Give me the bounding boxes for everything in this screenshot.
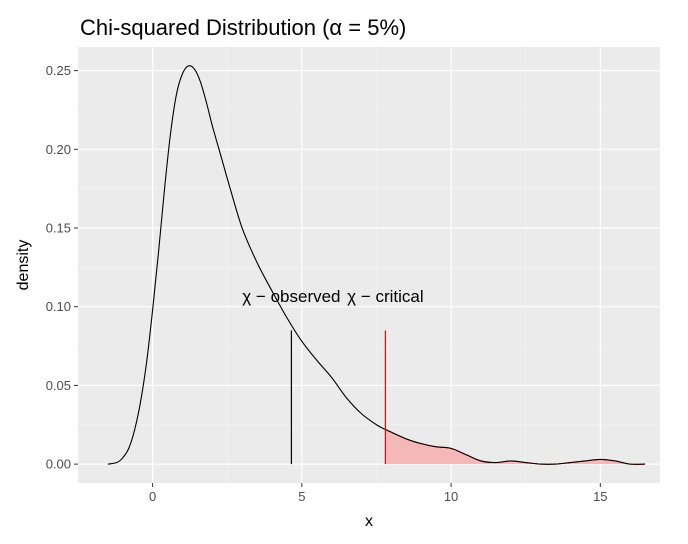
chart-title: Chi-squared Distribution (α = 5%) — [80, 15, 406, 40]
plot-panel — [78, 47, 660, 483]
y-axis-ticks: 0.00 0.05 0.10 0.15 0.20 0.25 — [46, 63, 78, 472]
y-tick-label: 0.10 — [46, 299, 71, 314]
x-tick-label: 10 — [444, 489, 458, 504]
density-curve — [107, 65, 646, 465]
y-tick-label: 0.05 — [46, 378, 71, 393]
y-axis-title: density — [15, 240, 32, 291]
y-tick-label: 0.25 — [46, 63, 71, 78]
x-axis-title: x — [365, 513, 373, 530]
x-tick-label: 15 — [593, 489, 607, 504]
major-gridlines — [78, 47, 660, 483]
reference-lines: χ − observed χ − critical — [242, 287, 424, 465]
x-tick-label: 0 — [149, 489, 156, 504]
critical-region-area — [385, 429, 646, 465]
vline-label-0: χ − observed — [242, 287, 340, 306]
minor-gridlines — [77, 47, 660, 483]
x-tick-label: 5 — [298, 489, 305, 504]
x-axis-ticks: 0 5 10 15 — [149, 483, 608, 504]
y-tick-label: 0.15 — [46, 221, 71, 236]
y-tick-label: 0.00 — [46, 457, 71, 472]
y-tick-label: 0.20 — [46, 142, 71, 157]
vline-label-1: χ − critical — [347, 287, 423, 306]
